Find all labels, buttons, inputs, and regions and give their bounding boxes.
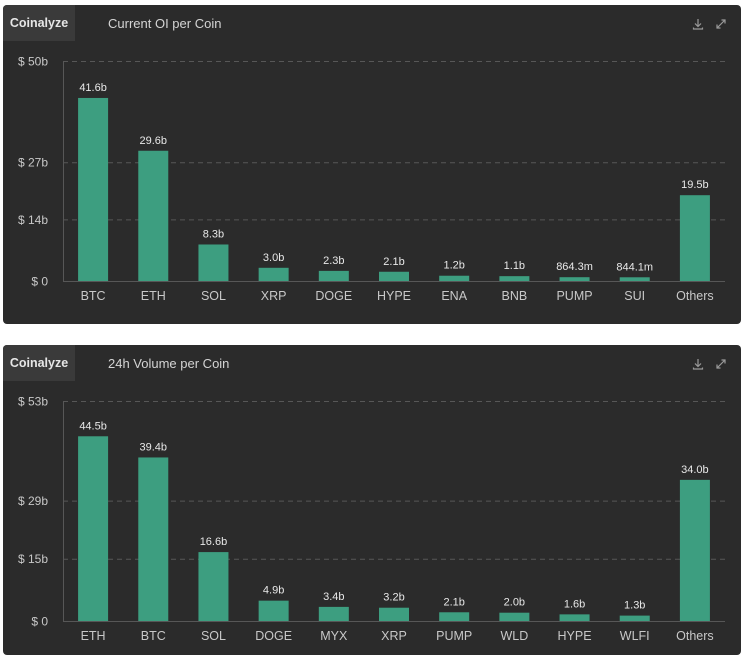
data-label: 2.3b xyxy=(323,255,344,267)
data-label: 29.6b xyxy=(140,135,168,147)
x-tick-label: Others xyxy=(676,289,714,303)
data-label: 2.0b xyxy=(504,597,525,609)
data-label: 16.6b xyxy=(200,536,228,548)
x-tick-label: ENA xyxy=(441,289,467,303)
bar xyxy=(318,270,349,281)
y-tick-label: $ 0 xyxy=(31,615,48,629)
bar xyxy=(258,267,289,281)
bar xyxy=(559,614,590,621)
y-tick-label: $ 50b xyxy=(18,55,48,69)
bar xyxy=(78,97,109,282)
chart-title: 24h Volume per Coin xyxy=(108,356,230,371)
data-label: 44.5b xyxy=(79,420,107,432)
x-tick-label: MYX xyxy=(320,629,348,643)
bar xyxy=(258,600,289,621)
bar xyxy=(318,606,349,621)
data-label: 1.6b xyxy=(564,598,585,610)
bar xyxy=(499,276,530,281)
data-label: 1.2b xyxy=(443,260,464,272)
data-label: 8.3b xyxy=(203,228,224,240)
y-tick-label: $ 14b xyxy=(18,213,48,227)
x-tick-label: HYPE xyxy=(558,629,592,643)
data-label: 3.0b xyxy=(263,252,284,264)
bar xyxy=(439,275,470,281)
x-tick-label: Others xyxy=(676,629,714,643)
y-tick-label: $ 15b xyxy=(18,552,48,566)
y-tick-label: $ 27b xyxy=(18,156,48,170)
oi-chart-panel: Coinalyze Current OI per Coin $ 0 $ 14b $ … xyxy=(3,5,741,324)
data-label: 34.0b xyxy=(681,464,709,476)
x-tick-label: PUMP xyxy=(436,629,472,643)
data-label: 1.1b xyxy=(504,260,525,272)
bar xyxy=(619,615,650,621)
data-label: 844.1m xyxy=(616,261,653,273)
data-label: 1.3b xyxy=(624,600,645,612)
data-label: 39.4b xyxy=(140,441,168,453)
y-tick-label: $ 53b xyxy=(18,395,48,409)
data-label: 3.4b xyxy=(323,591,344,603)
x-tick-label: DOGE xyxy=(255,629,292,643)
oi-bar-chart: $ 0 $ 14b $ 27b $ 50b 41.6b BTC 29.6b ETH 8.3b SO… xyxy=(18,55,725,303)
x-tick-label: SOL xyxy=(201,629,226,643)
x-tick-label: BTC xyxy=(141,629,166,643)
x-tick-label: XRP xyxy=(381,629,407,643)
x-tick-label: WLD xyxy=(500,629,528,643)
data-label: 19.5b xyxy=(681,179,709,191)
data-label: 2.1b xyxy=(383,256,404,268)
bar xyxy=(679,479,710,621)
bar xyxy=(78,436,109,621)
x-tick-label: SUI xyxy=(624,289,645,303)
bar xyxy=(619,277,650,281)
data-label: 4.9b xyxy=(263,585,284,597)
x-tick-label: BNB xyxy=(502,289,528,303)
bar xyxy=(499,612,530,621)
data-label: 864.3m xyxy=(556,261,593,273)
download-icon[interactable] xyxy=(691,17,705,31)
x-tick-label: ETH xyxy=(141,289,166,303)
bar xyxy=(379,271,409,281)
volume-bar-chart: $ 0 $ 15b $ 29b $ 53b 44.5b ETH 39.4b BTC 16.6b S… xyxy=(18,395,725,643)
expand-icon[interactable] xyxy=(714,357,728,371)
bar xyxy=(559,277,590,281)
volume-chart-panel: Coinalyze 24h Volume per Coin $ 0 $ 15b $ … xyxy=(3,345,741,655)
y-tick-label: $ 29b xyxy=(18,494,48,508)
bar xyxy=(198,244,229,281)
x-tick-label: WLFI xyxy=(620,629,650,643)
expand-icon[interactable] xyxy=(714,17,728,31)
data-label: 41.6b xyxy=(79,82,107,94)
data-label: 2.1b xyxy=(443,596,464,608)
x-tick-label: XRP xyxy=(261,289,287,303)
download-icon[interactable] xyxy=(691,357,705,371)
y-tick-label: $ 0 xyxy=(31,275,48,289)
data-label: 3.2b xyxy=(383,592,404,604)
bar xyxy=(138,150,169,281)
x-tick-label: DOGE xyxy=(315,289,352,303)
x-tick-label: HYPE xyxy=(377,289,411,303)
bar xyxy=(138,457,169,621)
x-tick-label: PUMP xyxy=(556,289,592,303)
x-tick-label: SOL xyxy=(201,289,226,303)
chart-title: Current OI per Coin xyxy=(108,16,222,31)
x-tick-label: ETH xyxy=(81,629,106,643)
brand-logo[interactable]: Coinalyze xyxy=(3,5,75,41)
bar xyxy=(439,612,470,621)
bar xyxy=(679,195,710,281)
x-tick-label: BTC xyxy=(81,289,106,303)
bar xyxy=(379,607,409,621)
bar xyxy=(198,552,229,621)
brand-logo[interactable]: Coinalyze xyxy=(3,345,75,381)
